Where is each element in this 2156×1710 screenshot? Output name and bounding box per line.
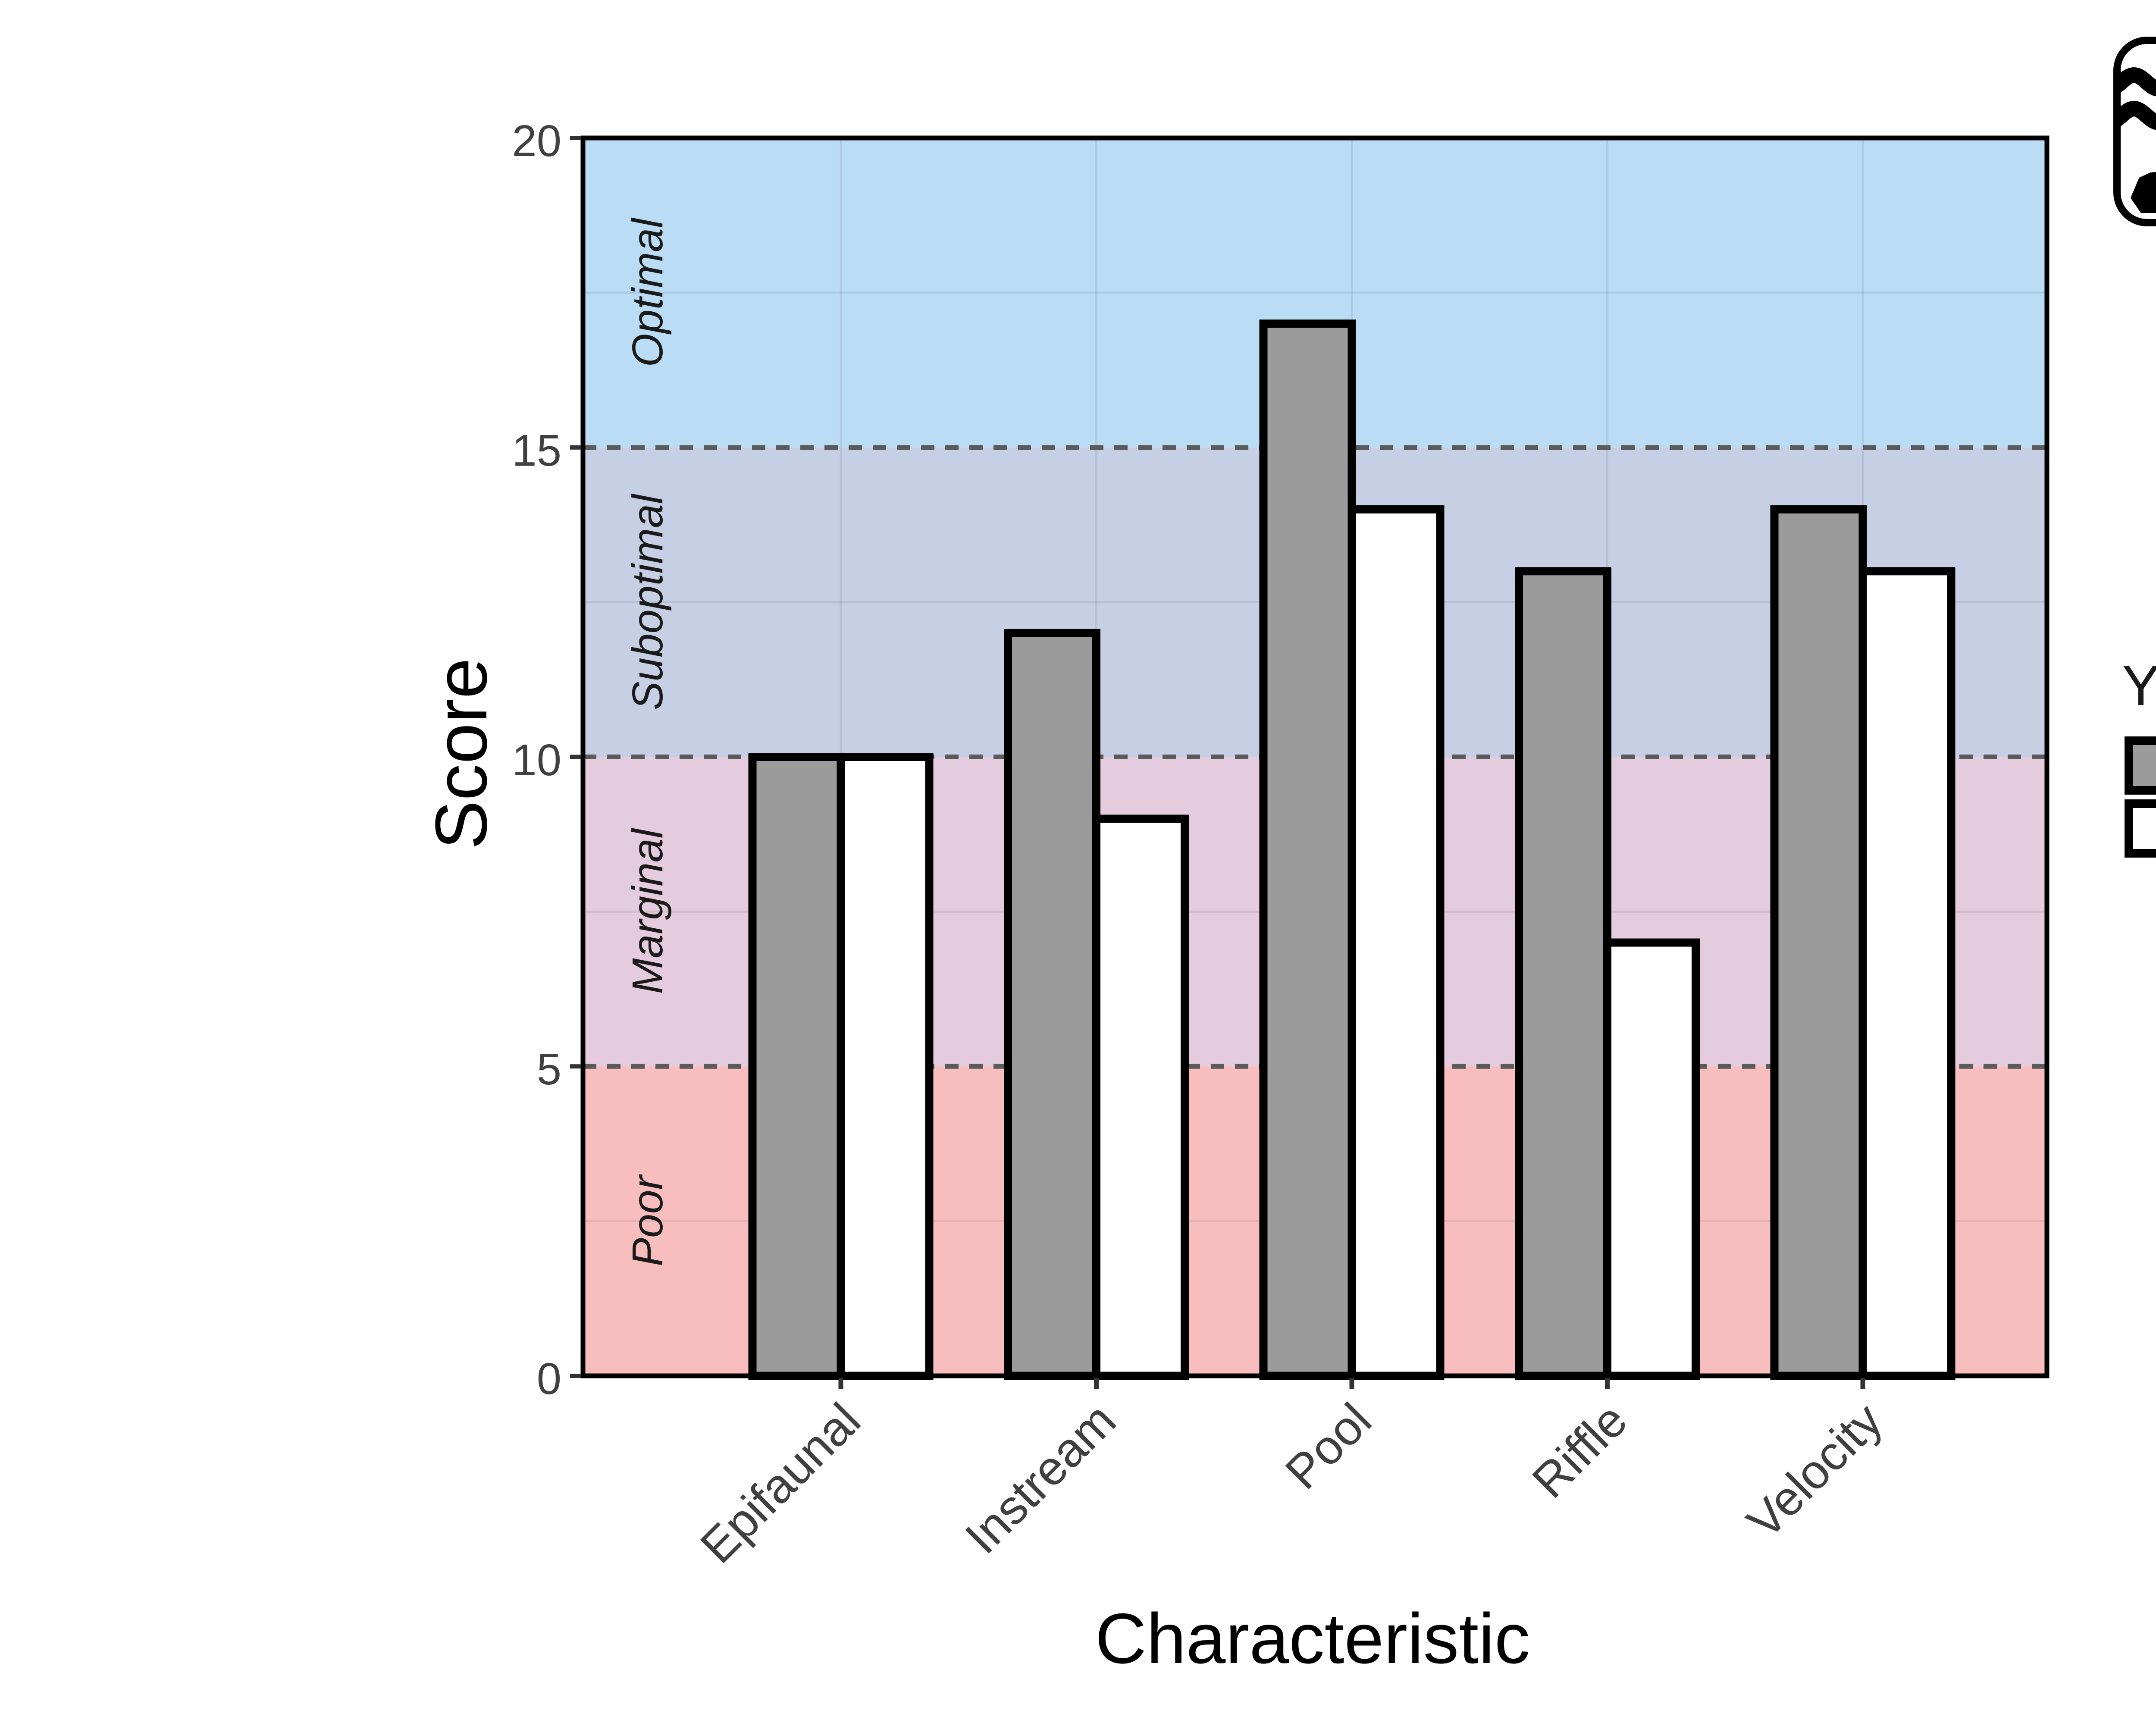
svg-text:Characteristic: Characteristic: [1095, 1599, 1530, 1678]
svg-text:Year: Year: [2122, 654, 2156, 717]
svg-text:5: 5: [537, 1044, 561, 1094]
svg-text:0: 0: [537, 1354, 561, 1403]
svg-text:Optimal: Optimal: [624, 217, 672, 367]
svg-text:20: 20: [512, 116, 561, 166]
svg-text:Suboptimal: Suboptimal: [624, 493, 672, 710]
svg-text:Score: Score: [420, 658, 502, 849]
svg-text:Marginal: Marginal: [624, 827, 672, 994]
svg-text:15: 15: [512, 426, 561, 475]
svg-text:Poor: Poor: [624, 1174, 672, 1267]
svg-text:10: 10: [512, 735, 561, 785]
